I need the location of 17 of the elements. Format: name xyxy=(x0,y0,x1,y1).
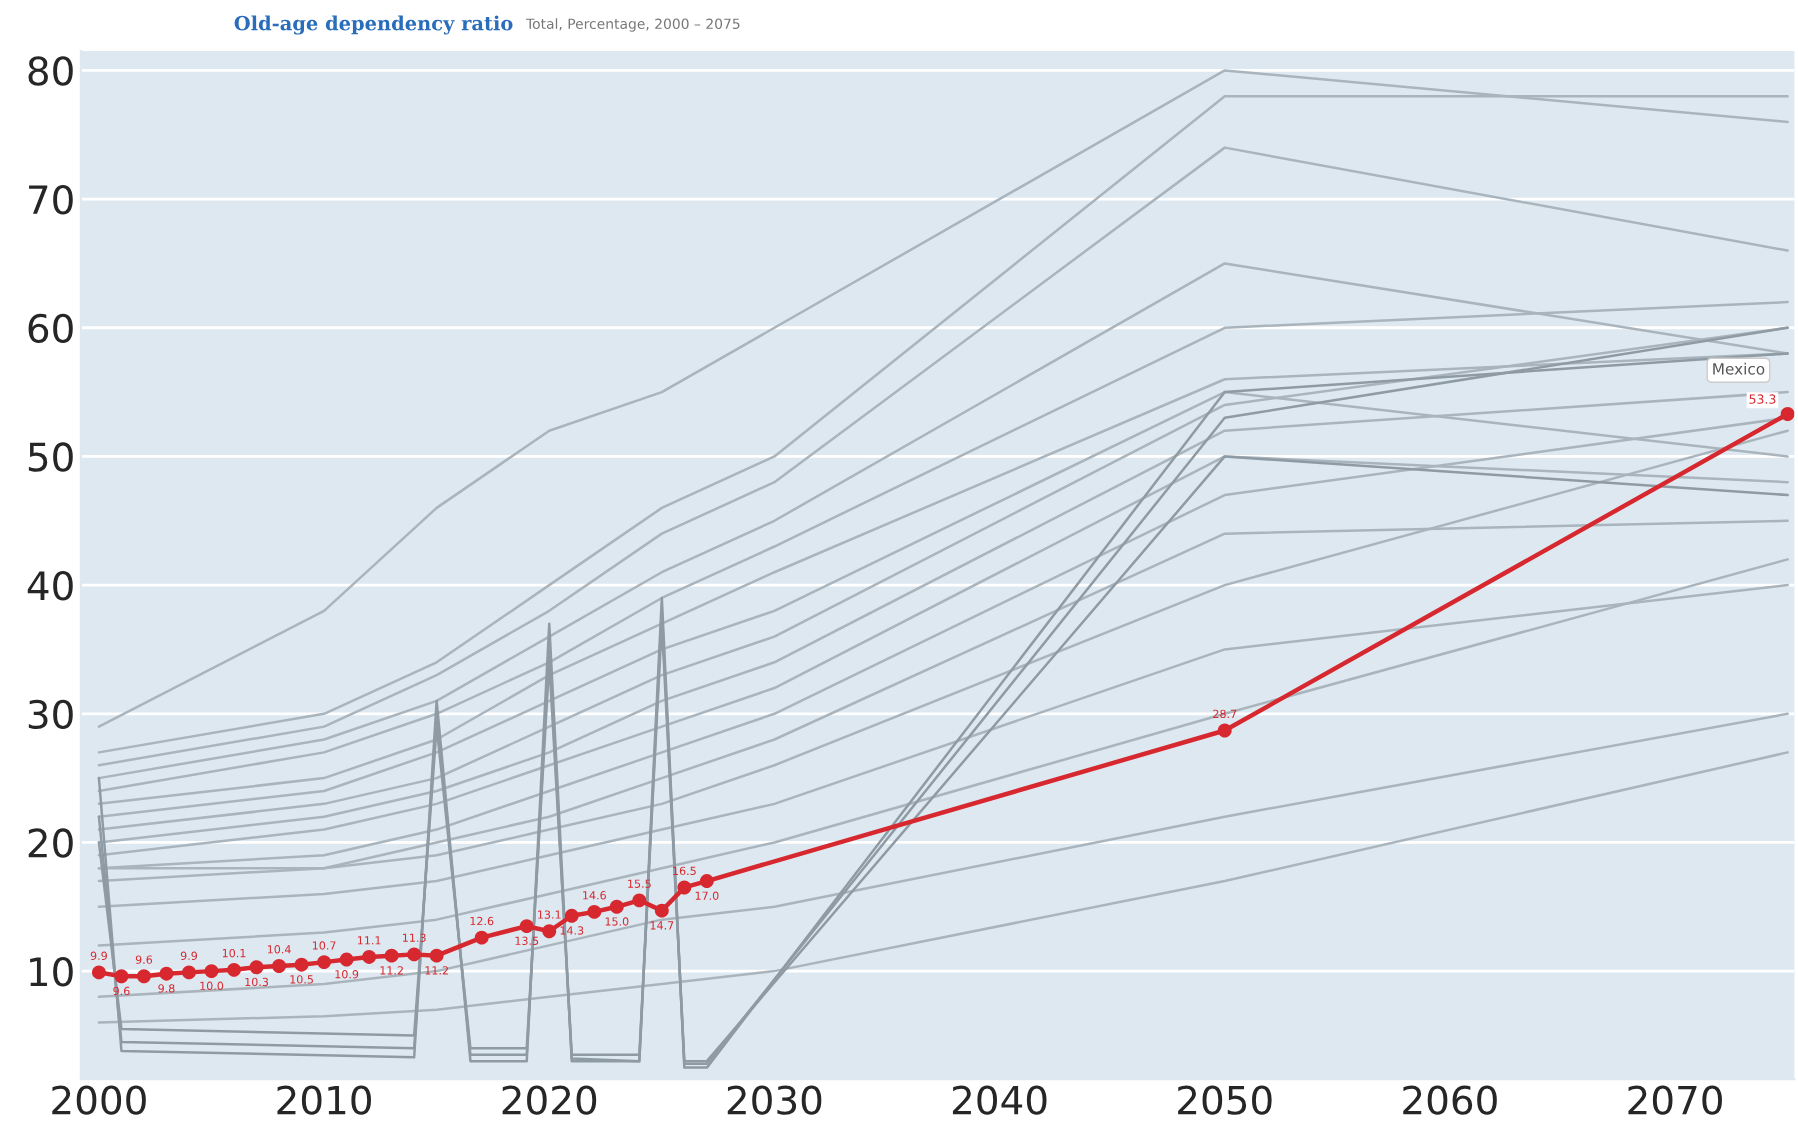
y-tick-label: 10 xyxy=(30,957,73,987)
x-tick-label: 2020 xyxy=(502,1085,597,1115)
x-tick-label: 2040 xyxy=(952,1085,1047,1115)
x-tick-label: 2050 xyxy=(1178,1085,1272,1115)
x-tick-label: 2060 xyxy=(1403,1085,1497,1115)
y-tick-label: 20 xyxy=(28,828,73,858)
chart-title: Old-age dependency ratio xyxy=(234,15,513,35)
y-tick-label: 30 xyxy=(28,699,73,730)
x-tick-label: 2030 xyxy=(727,1085,822,1115)
x-tick-label: 2000 xyxy=(52,1085,146,1115)
y-tick-label: 70 xyxy=(29,185,73,215)
y-tick-label: 80 xyxy=(28,56,73,86)
x-tick-label: 2070 xyxy=(1628,1085,1722,1115)
y-tick-label: 60 xyxy=(28,313,73,344)
y-tick-label: 50 xyxy=(28,442,73,472)
y-tick-label: 40 xyxy=(27,571,73,601)
x-tick-label: 2010 xyxy=(277,1085,371,1115)
